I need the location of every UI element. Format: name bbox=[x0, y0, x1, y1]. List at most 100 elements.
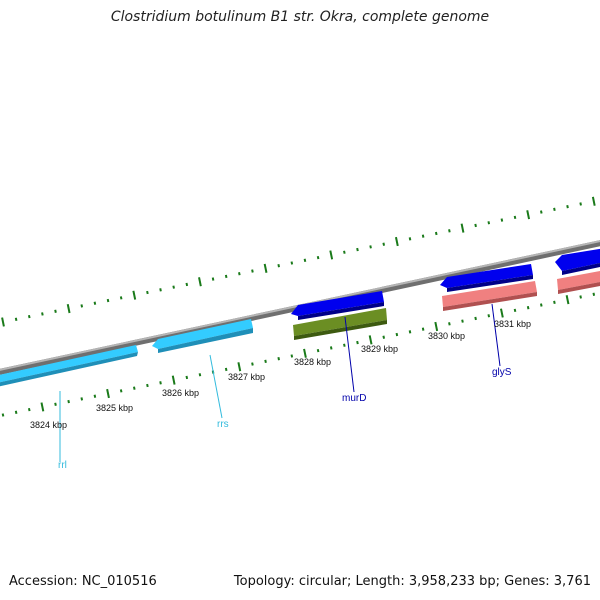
major-tick bbox=[171, 375, 176, 385]
major-tick bbox=[329, 250, 334, 260]
major-tick bbox=[394, 236, 399, 247]
minor-tick bbox=[553, 300, 556, 305]
minor-tick bbox=[421, 327, 425, 331]
major-tick bbox=[263, 263, 268, 273]
minor-tick bbox=[14, 410, 18, 414]
minor-tick bbox=[303, 258, 307, 262]
kbp-label: 3827 kbp bbox=[228, 372, 265, 382]
minor-tick bbox=[461, 319, 464, 323]
minor-tick bbox=[566, 204, 569, 209]
genome-title: Clostridium botulinum B1 str. Okra, comp… bbox=[110, 9, 490, 25]
edge-pink-feature[interactable] bbox=[557, 270, 600, 294]
minor-tick bbox=[290, 354, 294, 358]
minor-tick bbox=[185, 375, 189, 380]
minor-tick bbox=[80, 304, 84, 308]
rrs-feature[interactable] bbox=[152, 319, 253, 353]
minor-tick bbox=[356, 340, 359, 345]
minor-tick bbox=[487, 314, 491, 318]
kbp-label: 3824 kbp bbox=[30, 420, 67, 430]
minor-tick bbox=[579, 202, 582, 206]
minor-tick bbox=[159, 381, 162, 385]
minor-tick bbox=[539, 303, 543, 307]
minor-tick bbox=[264, 359, 267, 364]
minor-tick bbox=[343, 343, 346, 347]
minor-tick bbox=[421, 234, 425, 238]
minor-tick bbox=[224, 367, 228, 372]
major-tick bbox=[198, 277, 202, 287]
kbp-label: 3829 kbp bbox=[361, 344, 398, 354]
outer-tick-ring bbox=[1, 196, 596, 327]
murD-feature[interactable] bbox=[291, 291, 384, 320]
minor-tick bbox=[448, 229, 451, 233]
rrs-leader bbox=[209, 354, 223, 419]
minor-tick bbox=[54, 402, 57, 406]
minor-tick bbox=[106, 298, 110, 303]
minor-tick bbox=[316, 348, 320, 353]
kbp-label: 3825 kbp bbox=[96, 403, 133, 413]
major-tick bbox=[40, 402, 45, 412]
minor-tick bbox=[448, 322, 451, 326]
minor-tick bbox=[159, 288, 162, 292]
gene-label-murD[interactable]: murD bbox=[342, 393, 366, 404]
minor-tick bbox=[54, 309, 57, 313]
accession-label: Accession: NC_010516 bbox=[9, 574, 157, 589]
minor-tick bbox=[316, 255, 320, 260]
minor-tick bbox=[290, 261, 294, 265]
major-tick bbox=[132, 290, 137, 300]
major-tick bbox=[434, 321, 439, 332]
rrl-feature[interactable] bbox=[0, 345, 138, 388]
minor-tick bbox=[251, 269, 254, 273]
major-tick bbox=[237, 362, 242, 372]
glyS-feature[interactable] bbox=[440, 264, 533, 292]
edge-blue-feature[interactable] bbox=[555, 248, 600, 275]
major-tick bbox=[66, 303, 71, 314]
minor-tick bbox=[133, 386, 136, 390]
minor-tick bbox=[211, 277, 215, 281]
minor-tick bbox=[251, 362, 254, 366]
minor-tick bbox=[198, 373, 202, 377]
major-tick bbox=[106, 388, 110, 399]
green-cds-feature[interactable] bbox=[293, 308, 387, 340]
minor-tick bbox=[592, 292, 596, 296]
major-tick bbox=[526, 210, 531, 220]
minor-tick bbox=[119, 296, 123, 300]
kbp-label: 3828 kbp bbox=[294, 357, 331, 367]
glyS-leader bbox=[491, 303, 501, 367]
minor-tick bbox=[434, 231, 438, 236]
minor-tick bbox=[27, 314, 31, 319]
minor-tick bbox=[408, 237, 412, 241]
major-tick bbox=[368, 335, 373, 345]
minor-tick bbox=[487, 221, 491, 225]
minor-tick bbox=[526, 306, 530, 310]
minor-tick bbox=[80, 397, 84, 401]
minor-tick bbox=[224, 274, 228, 279]
minor-tick bbox=[579, 295, 582, 299]
minor-tick bbox=[513, 308, 517, 313]
minor-tick bbox=[185, 282, 189, 287]
kbp-label: 3830 kbp bbox=[428, 331, 465, 341]
gene-label-glyS[interactable]: glyS bbox=[492, 367, 512, 378]
minor-tick bbox=[356, 247, 359, 252]
major-tick bbox=[591, 196, 596, 206]
minor-tick bbox=[277, 263, 280, 268]
major-tick bbox=[565, 295, 570, 305]
major-tick bbox=[460, 223, 465, 233]
minor-tick bbox=[146, 290, 149, 295]
minor-tick bbox=[395, 332, 399, 337]
major-tick bbox=[500, 308, 504, 318]
minor-tick bbox=[119, 389, 123, 393]
inner-tick-ring bbox=[1, 292, 596, 417]
pink-cds-feature[interactable] bbox=[442, 281, 537, 311]
minor-tick bbox=[93, 394, 97, 398]
kbp-label: 3826 kbp bbox=[162, 388, 199, 398]
gene-label-rrl[interactable]: rrl bbox=[58, 460, 67, 471]
minor-tick bbox=[67, 399, 70, 404]
gene-label-rrs[interactable]: rrs bbox=[217, 419, 229, 430]
major-tick bbox=[1, 317, 5, 327]
major-tick bbox=[303, 348, 307, 358]
minor-tick bbox=[93, 301, 97, 305]
minor-tick bbox=[553, 207, 556, 212]
murD-leader bbox=[344, 316, 355, 393]
minor-tick bbox=[369, 245, 372, 249]
